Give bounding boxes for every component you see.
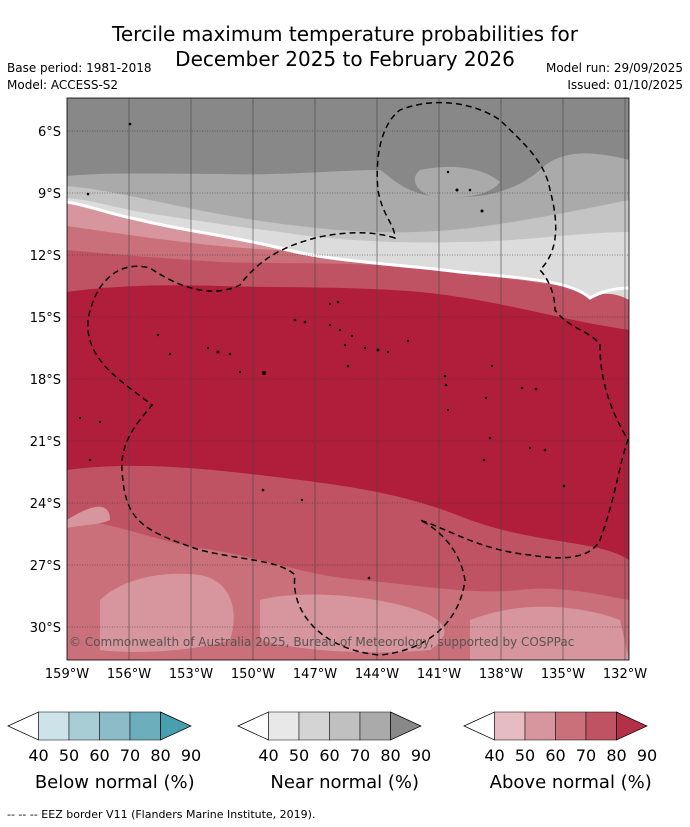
colorbar-1: 40 50 60 70 80 90 Below normal (%) <box>7 711 201 793</box>
colorbar-segment <box>38 711 70 741</box>
islands <box>78 122 566 580</box>
issued-date: Issued: 01/10/2025 <box>567 78 683 92</box>
title-line-1: Tercile maximum temperature probabilitie… <box>112 22 578 46</box>
colorbar-min-arrow <box>7 711 39 741</box>
colorbar-tick: 50 <box>515 746 535 765</box>
colorbar-min-arrow <box>463 711 495 741</box>
colorbar-tick: 80 <box>380 746 400 765</box>
lon-label: 144°W <box>355 667 399 682</box>
colorbar-tick: 80 <box>150 746 170 765</box>
near-dark-region <box>67 98 629 198</box>
colorbar-segment <box>268 711 300 741</box>
colorbars: 40 50 60 70 80 90 Below normal (%) 40 50 60 70 80 90… <box>7 711 657 793</box>
lat-label: 6°S <box>38 125 61 140</box>
colorbar-label: Below normal (%) <box>35 772 195 793</box>
colorbar-tick: 60 <box>319 746 339 765</box>
eez-footer: -- -- -- EEZ border V11 (Flanders Marine… <box>7 808 316 821</box>
lon-label: 141°W <box>417 667 461 682</box>
latitude-labels: 6°S 9°S 12°S 15°S 18°S 21°S 24°S 27°S 30°S <box>30 125 61 636</box>
lon-label: 156°W <box>107 667 151 682</box>
colorbar-tick: 70 <box>350 746 370 765</box>
lat-gridlines <box>67 130 629 628</box>
above-light-southwest-patch <box>100 573 234 652</box>
colorbar-tick: 60 <box>545 746 565 765</box>
colorbar-segment <box>99 711 131 741</box>
colorbar-tick: 90 <box>411 746 431 765</box>
colorbar-tick: 90 <box>181 746 201 765</box>
model-name: Model: ACCESS-S2 <box>7 78 119 92</box>
colorbar-segment <box>329 711 361 741</box>
colorbar-tick: 40 <box>28 746 48 765</box>
colorbar-tick: 40 <box>258 746 278 765</box>
colorbar-tick: 60 <box>89 746 109 765</box>
colorbar-label: Near normal (%) <box>270 772 419 793</box>
colorbar-segment <box>359 711 391 741</box>
probability-map: © Commonwealth of Australia 2025, Bureau… <box>30 97 647 682</box>
lat-label: 12°S <box>30 249 61 264</box>
colorbar-3: 40 50 60 70 80 90 Above normal (%) <box>463 711 657 793</box>
lon-label: 132°W <box>603 667 647 682</box>
colorbar-max-arrow <box>160 711 192 741</box>
meta-right: Model run: 29/09/2025 Issued: 01/10/2025 <box>546 60 683 94</box>
lon-label: 147°W <box>293 667 337 682</box>
copyright-text: © Commonwealth of Australia 2025, Bureau… <box>69 635 574 649</box>
colorbar-label: Above normal (%) <box>490 772 652 793</box>
lat-label: 27°S <box>30 559 61 574</box>
colorbar-tick: 50 <box>289 746 309 765</box>
colorbar-tick: 40 <box>484 746 504 765</box>
map-plot-area <box>67 98 629 660</box>
lat-label: 9°S <box>38 187 61 202</box>
above-light-west-patch <box>67 506 110 528</box>
lat-label: 30°S <box>30 621 61 636</box>
colorbar-tick: 50 <box>59 746 79 765</box>
colorbar-segment <box>68 711 100 741</box>
colorbar-segment <box>585 711 617 741</box>
colorbar-max-arrow <box>390 711 422 741</box>
lon-label: 135°W <box>541 667 585 682</box>
eez-border <box>87 101 629 656</box>
meta-left: Base period: 1981-2018 Model: ACCESS-S2 <box>7 60 152 94</box>
colorbar-max-arrow <box>616 711 648 741</box>
lon-label: 138°W <box>479 667 523 682</box>
near-mid-patch <box>414 166 500 198</box>
base-period: Base period: 1981-2018 <box>7 61 152 75</box>
map-title: Tercile maximum temperature probabilitie… <box>0 22 690 72</box>
lat-label: 18°S <box>30 373 61 388</box>
lat-label: 21°S <box>30 435 61 450</box>
lon-label: 150°W <box>231 667 275 682</box>
colorbar-tick: 80 <box>606 746 626 765</box>
lat-label: 15°S <box>30 311 61 326</box>
tercile-boundary <box>67 200 629 300</box>
lat-label: 24°S <box>30 497 61 512</box>
colorbar-segment <box>129 711 161 741</box>
longitude-labels: 159°W 156°W 153°W 150°W 147°W 144°W 141°W 138°W… <box>45 667 647 682</box>
lon-gridlines <box>67 98 626 660</box>
title-line-2: December 2025 to February 2026 <box>175 47 515 71</box>
colorbar-min-arrow <box>237 711 269 741</box>
above-light-south-patch <box>260 594 445 653</box>
colorbar-segment <box>298 711 330 741</box>
above-light-southeast-patch <box>470 606 629 660</box>
colorbar-segment <box>555 711 587 741</box>
colorbar-tick: 90 <box>637 746 657 765</box>
colorbar-segment <box>494 711 526 741</box>
lon-label: 159°W <box>45 667 89 682</box>
colorbar-2: 40 50 60 70 80 90 Near normal (%) <box>237 711 431 793</box>
lon-label: 153°W <box>169 667 213 682</box>
plot-frame <box>66 97 630 661</box>
colorbar-tick: 70 <box>576 746 596 765</box>
colorbar-tick: 70 <box>120 746 140 765</box>
colorbar-segment <box>524 711 556 741</box>
model-run: Model run: 29/09/2025 <box>545 61 683 75</box>
